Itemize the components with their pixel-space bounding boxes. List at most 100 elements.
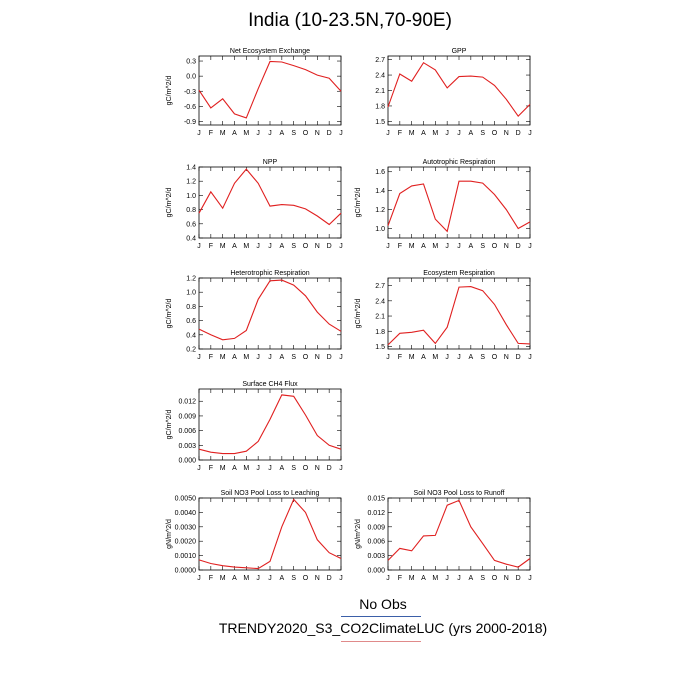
x-tick-label: O bbox=[303, 575, 309, 582]
y-axis-label: gC/m^2/d bbox=[166, 188, 173, 218]
x-tick-label: S bbox=[291, 243, 296, 250]
x-tick-label: J bbox=[268, 575, 272, 582]
series-line bbox=[387, 180, 531, 233]
x-tick-label: S bbox=[291, 465, 296, 472]
series-line bbox=[198, 279, 342, 341]
x-tick-label: J bbox=[528, 243, 532, 250]
x-tick-label: J bbox=[256, 575, 260, 582]
y-axis-label: gC/m^2/d bbox=[355, 188, 362, 218]
x-tick-label: M bbox=[243, 575, 249, 582]
x-tick-label: O bbox=[492, 130, 498, 137]
x-tick-label: S bbox=[480, 243, 485, 250]
x-tick-label: A bbox=[232, 575, 237, 582]
x-tick-label: J bbox=[445, 130, 449, 137]
plot-frame bbox=[387, 166, 531, 239]
panel-title: GPP bbox=[452, 48, 467, 55]
x-tick-label: S bbox=[480, 575, 485, 582]
x-tick-label: J bbox=[268, 465, 272, 472]
x-tick-label: J bbox=[268, 243, 272, 250]
x-tick-label: A bbox=[279, 575, 284, 582]
x-tick-label: J bbox=[457, 575, 461, 582]
x-tick-label: A bbox=[232, 130, 237, 137]
x-tick-label: O bbox=[303, 243, 309, 250]
x-tick-label: S bbox=[480, 354, 485, 361]
y-tick-label: 1.4 bbox=[375, 188, 385, 195]
y-tick-label: 0.009 bbox=[367, 524, 385, 531]
x-tick-label: S bbox=[291, 354, 296, 361]
y-tick-label: 1.5 bbox=[375, 119, 385, 126]
x-tick-label: F bbox=[209, 243, 213, 250]
x-tick-label: J bbox=[197, 465, 201, 472]
legend-obs-line bbox=[341, 616, 421, 617]
panel-title: Soil NO3 Pool Loss to Runoff bbox=[414, 490, 505, 497]
x-tick-label: J bbox=[457, 130, 461, 137]
y-tick-label: 1.2 bbox=[186, 179, 196, 186]
x-tick-label: O bbox=[303, 465, 309, 472]
x-tick-label: A bbox=[421, 130, 426, 137]
x-tick-label: S bbox=[480, 130, 485, 137]
y-tick-label: 2.7 bbox=[375, 283, 385, 290]
series-line bbox=[198, 498, 342, 570]
y-tick-label: 0.6 bbox=[186, 318, 196, 325]
x-tick-label: J bbox=[197, 130, 201, 137]
x-tick-label: M bbox=[243, 354, 249, 361]
y-tick-label: 0.0050 bbox=[175, 496, 197, 503]
y-tick-label: 2.1 bbox=[375, 314, 385, 321]
y-tick-label: 0.0000 bbox=[175, 568, 197, 575]
x-tick-label: J bbox=[339, 465, 343, 472]
x-tick-label: J bbox=[386, 243, 390, 250]
x-tick-label: M bbox=[409, 575, 415, 582]
x-tick-label: J bbox=[256, 465, 260, 472]
x-tick-label: F bbox=[398, 130, 402, 137]
y-tick-label: 0.012 bbox=[178, 399, 196, 406]
chart-panel: Soil NO3 Pool Loss to Leaching gN/m^2/d J F… bbox=[166, 490, 343, 582]
x-tick-label: M bbox=[243, 243, 249, 250]
y-tick-label: 1.5 bbox=[375, 344, 385, 351]
x-tick-label: J bbox=[528, 354, 532, 361]
series-line bbox=[198, 60, 342, 119]
panel-title: Soil NO3 Pool Loss to Leaching bbox=[221, 490, 320, 497]
y-axis-label: gC/m^2/d bbox=[166, 299, 173, 329]
x-tick-label: A bbox=[468, 354, 473, 361]
x-tick-label: J bbox=[339, 130, 343, 137]
x-tick-label: A bbox=[421, 243, 426, 250]
x-tick-label: A bbox=[421, 354, 426, 361]
x-tick-label: O bbox=[303, 130, 309, 137]
x-tick-label: O bbox=[492, 243, 498, 250]
y-tick-label: 0.0 bbox=[186, 74, 196, 81]
x-tick-label: J bbox=[528, 130, 532, 137]
x-tick-label: A bbox=[232, 243, 237, 250]
y-tick-label: 0.009 bbox=[178, 413, 196, 420]
y-tick-label: 0.000 bbox=[367, 568, 385, 575]
x-tick-label: O bbox=[492, 575, 498, 582]
panel-title: NPP bbox=[263, 159, 278, 166]
x-tick-label: M bbox=[220, 575, 226, 582]
y-tick-label: 0.0010 bbox=[175, 553, 197, 560]
plot-frame bbox=[387, 55, 531, 126]
x-tick-label: N bbox=[315, 575, 320, 582]
x-tick-label: A bbox=[468, 130, 473, 137]
series-line bbox=[198, 394, 342, 455]
panel-title: Heterotrophic Respiration bbox=[230, 270, 309, 277]
x-tick-label: M bbox=[243, 465, 249, 472]
x-tick-label: J bbox=[457, 243, 461, 250]
y-tick-label: 0.003 bbox=[178, 443, 196, 450]
x-tick-label: A bbox=[279, 354, 284, 361]
x-tick-label: F bbox=[398, 575, 402, 582]
x-tick-label: J bbox=[197, 354, 201, 361]
x-tick-label: A bbox=[421, 575, 426, 582]
x-tick-label: J bbox=[197, 575, 201, 582]
y-tick-label: 0.006 bbox=[178, 428, 196, 435]
y-axis-label: gC/m^2/d bbox=[166, 76, 173, 106]
plot-frame bbox=[198, 388, 342, 461]
y-tick-label: 1.4 bbox=[186, 165, 196, 172]
y-tick-label: 2.1 bbox=[375, 88, 385, 95]
x-tick-label: A bbox=[232, 465, 237, 472]
x-tick-label: J bbox=[197, 243, 201, 250]
series-line bbox=[387, 61, 531, 118]
x-tick-label: J bbox=[268, 354, 272, 361]
y-axis-label: gC/m^2/d bbox=[166, 410, 173, 440]
